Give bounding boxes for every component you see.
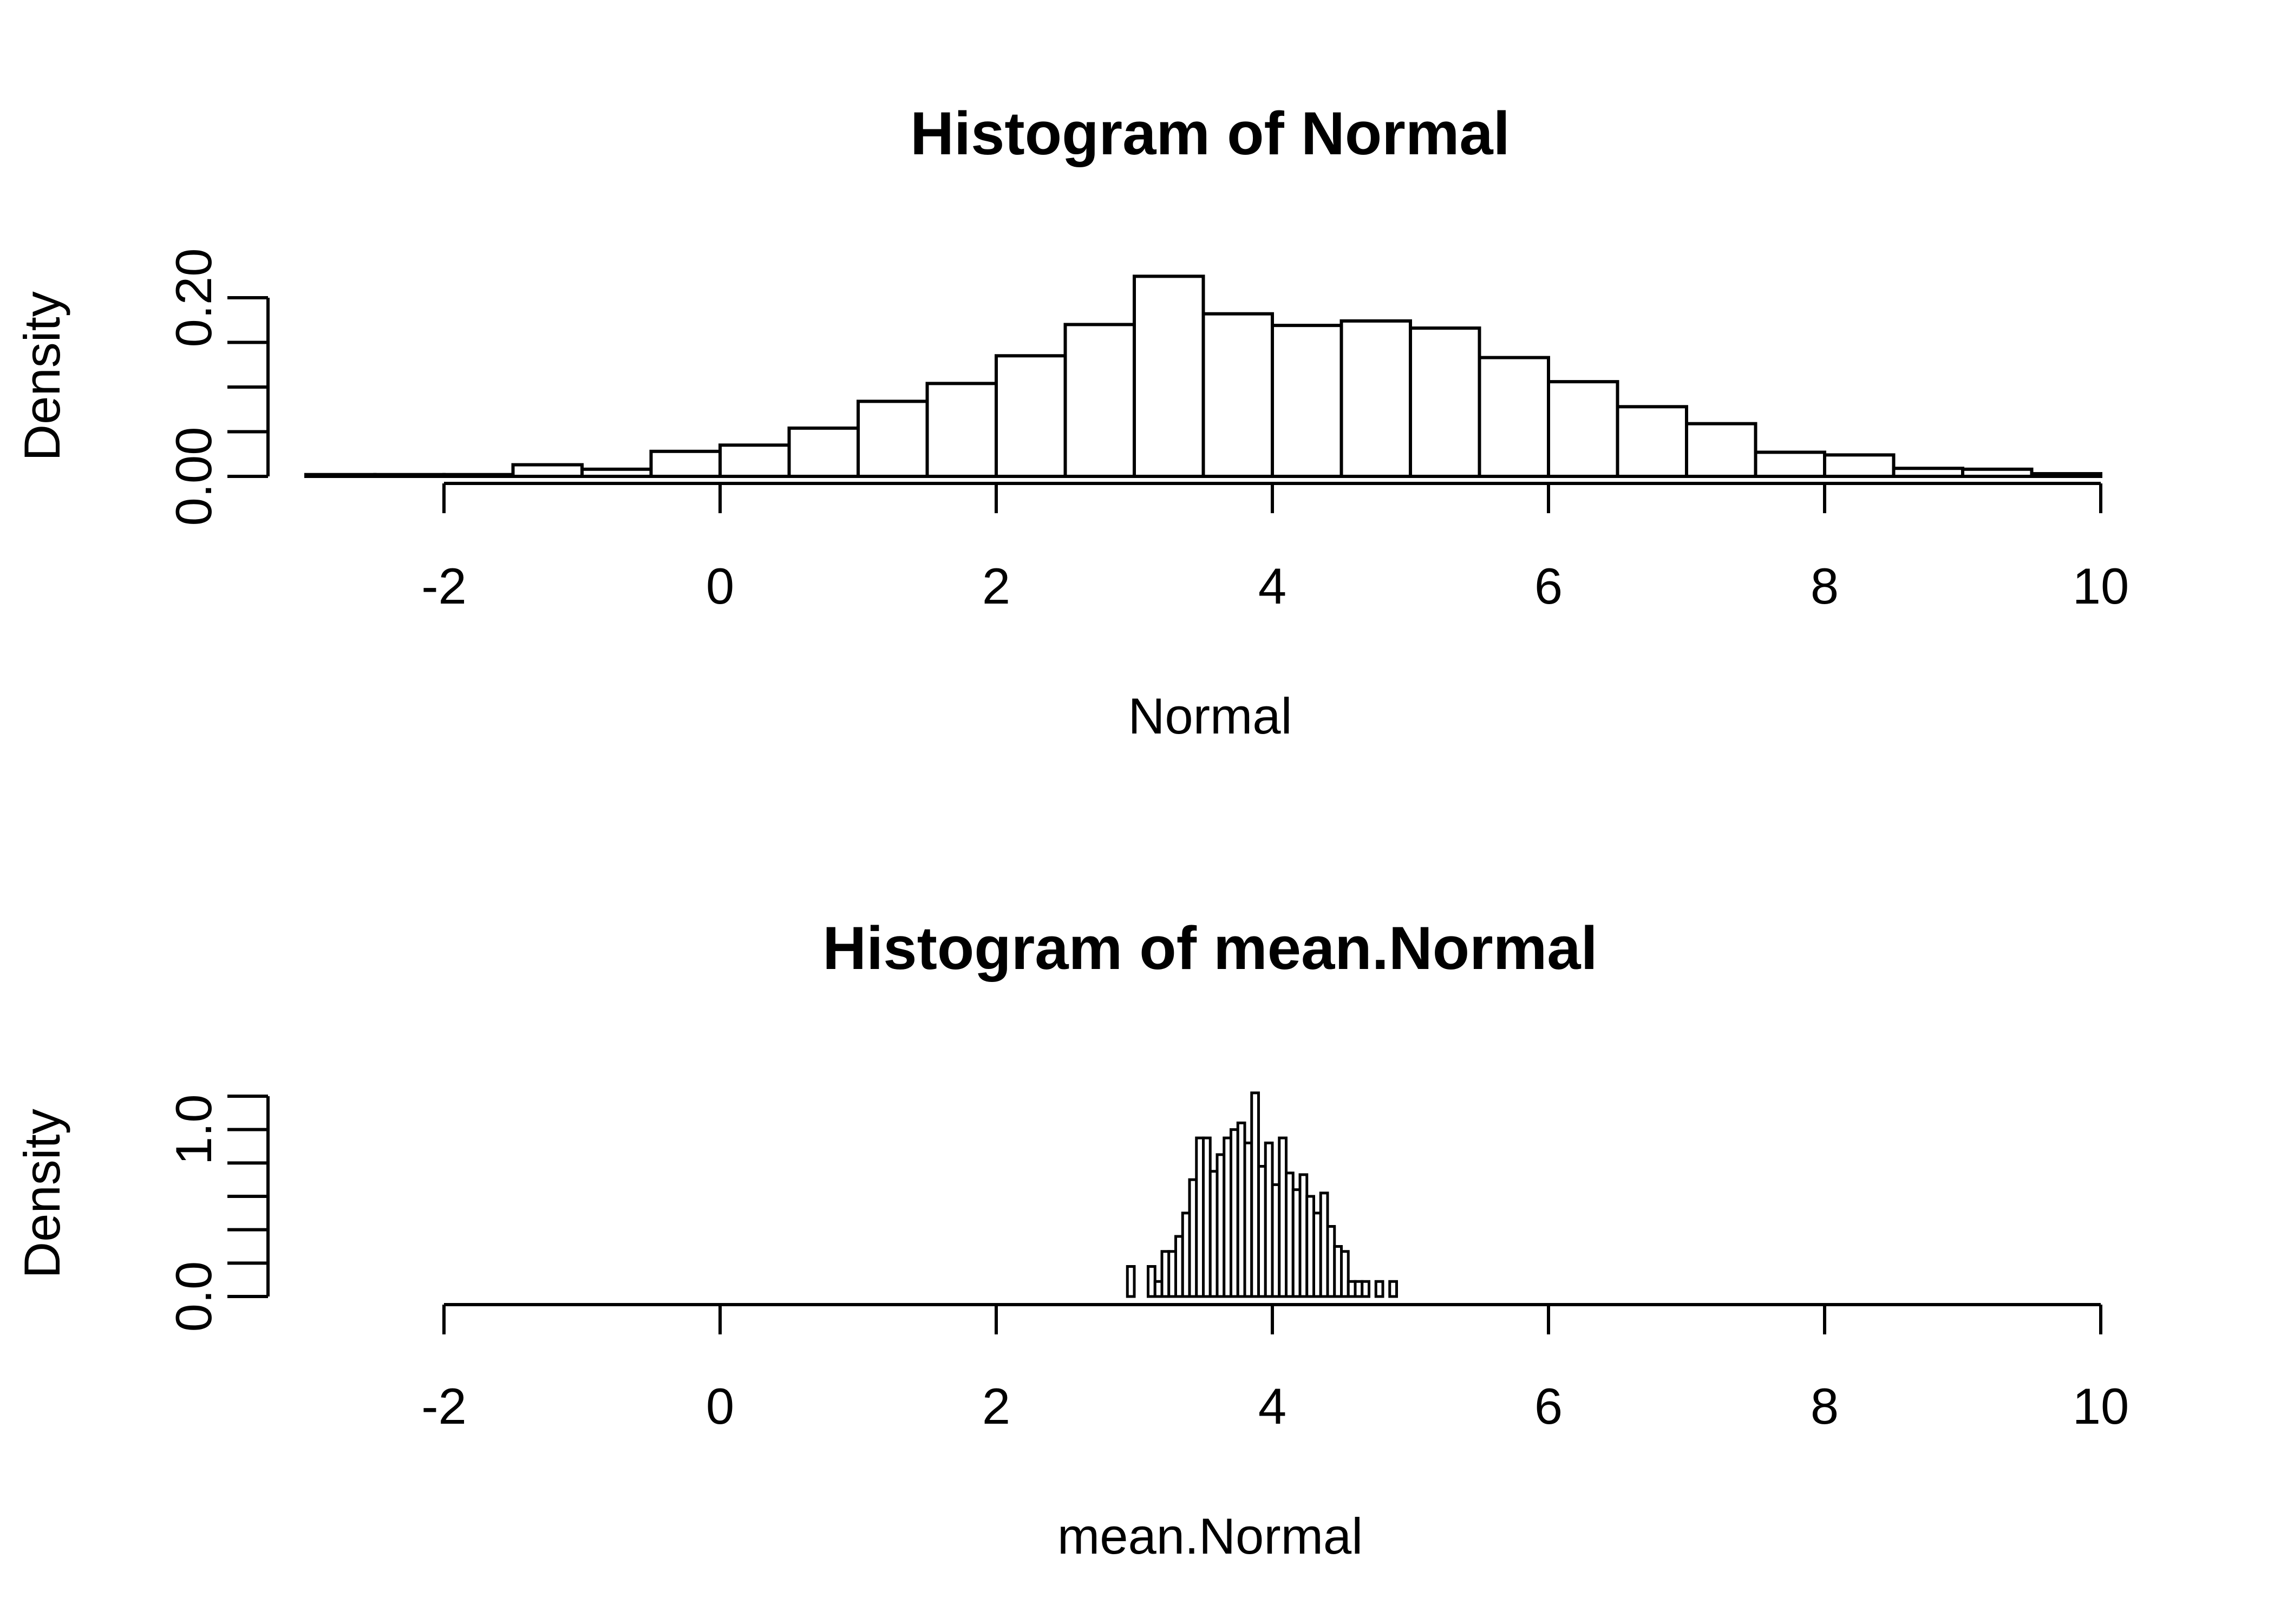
- x-tick-label: 8: [1811, 1378, 1839, 1435]
- x-tick-label: -2: [421, 1378, 467, 1435]
- x-tick-label: 6: [1534, 558, 1563, 614]
- histogram-bar: [1133, 274, 1205, 478]
- x-tick-label: 4: [1258, 1378, 1286, 1435]
- y-tick-label: 0.0: [165, 1261, 222, 1332]
- x-tick-label: 6: [1534, 1378, 1563, 1435]
- x-tick-label: 2: [982, 558, 1010, 614]
- histogram-bar: [857, 400, 929, 479]
- chart-panel-normal: Histogram of Normal Density Normal -2 0 2 4…: [14, 100, 2129, 744]
- histogram-bar: [718, 443, 791, 478]
- histogram-bar: [1126, 1265, 1136, 1298]
- histogram-bar: [442, 473, 515, 479]
- histogram-bar: [1201, 312, 1274, 478]
- histogram-bar: [1478, 356, 1550, 478]
- x-tick-label: 0: [706, 1378, 734, 1435]
- histogram-bar: [1063, 323, 1136, 478]
- x-axis: -2 0 2 4 6 8 10: [421, 1303, 2129, 1435]
- x-tick-label: 8: [1811, 558, 1839, 614]
- x-axis-label: mean.Normal: [1057, 1508, 1363, 1564]
- chart-panel-mean-normal: Histogram of mean.Normal Density mean.No…: [14, 914, 2129, 1564]
- y-tick-label: 0.20: [165, 248, 222, 348]
- histogram-bar: [1754, 450, 1826, 479]
- y-tick-label: 1.0: [165, 1094, 222, 1165]
- histogram-bar: [1361, 1280, 1370, 1298]
- histogram-bar: [1961, 467, 2034, 478]
- y-axis-label: Density: [14, 1109, 70, 1278]
- histogram-bar: [1409, 326, 1481, 478]
- histogram-bar: [995, 354, 1067, 478]
- y-axis: 0.00 0.20: [165, 248, 270, 526]
- histogram-bar: [1823, 453, 1896, 479]
- x-tick-label: 0: [706, 558, 734, 614]
- histogram-bar: [1685, 422, 1757, 479]
- chart-title: Histogram of mean.Normal: [822, 914, 1597, 982]
- chart-title: Histogram of Normal: [910, 100, 1510, 167]
- x-tick-label: 4: [1258, 558, 1286, 614]
- histogram-bar: [649, 449, 722, 478]
- histogram-bar: [1374, 1280, 1384, 1298]
- histogram-bar: [580, 467, 653, 478]
- histogram-bar: [2030, 472, 2102, 478]
- histogram-bars: [1126, 1091, 1398, 1298]
- histogram-bar: [925, 382, 998, 479]
- histogram-bars: [304, 274, 2102, 479]
- histogram-bar: [1271, 324, 1343, 479]
- x-tick-label: 2: [982, 1378, 1010, 1435]
- histogram-bar: [787, 426, 860, 479]
- histogram-bar: [373, 473, 446, 479]
- x-axis-label: Normal: [1128, 687, 1292, 744]
- histogram-bar: [1892, 467, 1964, 479]
- histogram-bar: [511, 463, 584, 478]
- histogram-bar: [1616, 405, 1688, 478]
- histogram-bar: [1340, 1250, 1350, 1298]
- x-tick-label: 10: [2073, 558, 2129, 614]
- histogram-bar: [1547, 380, 1619, 478]
- y-tick-label: 0.00: [165, 427, 222, 526]
- y-axis: 0.0 1.0: [165, 1094, 270, 1332]
- x-tick-label: 10: [2073, 1378, 2129, 1435]
- histogram-bar: [304, 473, 377, 479]
- y-axis-label: Density: [14, 291, 70, 461]
- x-axis: -2 0 2 4 6 8 10: [421, 482, 2129, 614]
- histogram-bar: [1388, 1280, 1398, 1298]
- x-tick-label: -2: [421, 558, 467, 614]
- histogram-bar: [1339, 319, 1412, 479]
